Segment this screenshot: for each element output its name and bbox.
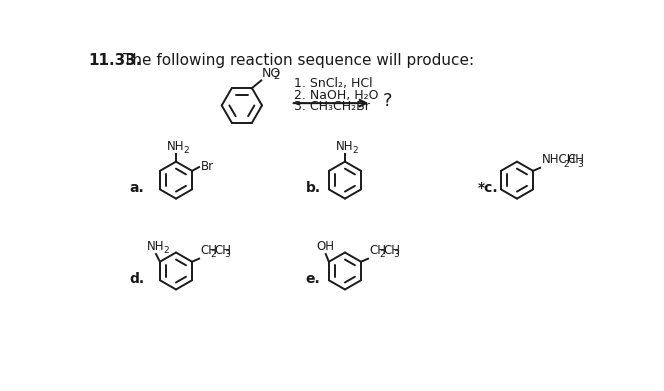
Text: 2: 2	[273, 71, 279, 81]
Text: CH: CH	[201, 244, 218, 257]
Text: 3. CH₃CH₂Br: 3. CH₃CH₂Br	[293, 100, 370, 113]
Text: b.: b.	[305, 181, 321, 195]
Text: CH: CH	[567, 153, 584, 166]
Text: NH: NH	[167, 140, 185, 153]
Text: e.: e.	[305, 272, 320, 286]
Text: NHCH: NHCH	[542, 153, 576, 166]
Text: d.: d.	[129, 272, 145, 286]
Text: 2: 2	[163, 246, 169, 255]
Text: NH: NH	[147, 240, 165, 253]
Text: ?: ?	[383, 92, 392, 110]
Text: a.: a.	[129, 181, 144, 195]
Text: 3: 3	[577, 160, 583, 169]
Text: 2. NaOH, H₂O: 2. NaOH, H₂O	[293, 89, 378, 102]
Text: 2: 2	[352, 147, 357, 156]
Text: NH: NH	[336, 140, 354, 153]
Text: *c.: *c.	[478, 181, 499, 195]
Text: The following reaction sequence will produce:: The following reaction sequence will pro…	[124, 53, 474, 68]
Text: 3: 3	[224, 251, 230, 260]
Text: 2: 2	[210, 251, 216, 260]
Text: 1. SnCl₂, HCl: 1. SnCl₂, HCl	[293, 77, 373, 90]
Text: CH: CH	[214, 244, 232, 257]
Text: 3: 3	[394, 251, 399, 260]
Text: 2: 2	[380, 251, 385, 260]
Text: 2: 2	[563, 160, 569, 169]
Text: 2: 2	[183, 147, 189, 156]
Text: OH: OH	[317, 240, 335, 253]
Text: NO: NO	[262, 66, 282, 80]
Text: CH: CH	[370, 244, 386, 257]
Text: Br: Br	[201, 160, 214, 173]
Text: 11.33.: 11.33.	[88, 53, 142, 68]
Text: CH: CH	[384, 244, 400, 257]
